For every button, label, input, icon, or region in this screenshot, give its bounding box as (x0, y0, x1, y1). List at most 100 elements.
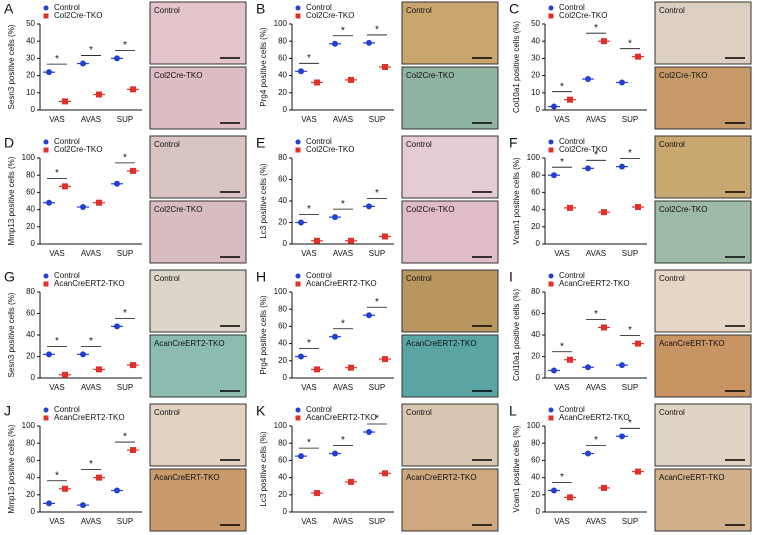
x-tick-label: AVAS (586, 249, 606, 258)
y-axis-label: Col10a1 positive cells (%) (512, 21, 521, 113)
y-tick-label: 60 (26, 309, 35, 318)
image-label: Control (406, 6, 432, 15)
y-axis-label: Prg4 positive cells (%) (259, 27, 268, 106)
data-point (567, 356, 573, 363)
micrograph (149, 269, 247, 333)
micrograph (149, 468, 247, 532)
micrograph (149, 66, 247, 130)
y-tick-label: 80 (531, 287, 540, 296)
data-point (62, 98, 68, 105)
image-label: Col2Cre-TKO (659, 205, 707, 214)
y-tick-label: 50 (26, 19, 35, 28)
y-tick-label: 80 (26, 170, 35, 179)
data-point (130, 447, 136, 454)
legend-marker (548, 281, 554, 287)
data-point (382, 64, 388, 70)
y-tick-label: 20 (278, 490, 287, 499)
data-point (348, 478, 354, 485)
y-tick-label: 40 (531, 205, 540, 214)
legend-marker (43, 139, 49, 145)
y-tick-label: 80 (278, 304, 287, 313)
data-point (585, 76, 591, 83)
data-point (585, 364, 591, 371)
x-tick-label: AVAS (586, 383, 606, 392)
micrograph (401, 334, 499, 398)
panel-letter: K (256, 403, 266, 419)
micrograph (654, 269, 752, 333)
data-point (314, 366, 320, 373)
legend-label: Control (559, 137, 585, 146)
x-tick-label: SUP (622, 383, 638, 392)
image-label: AcanCreERT2-TKO (406, 339, 477, 348)
y-tick-label: 20 (531, 352, 540, 361)
x-tick-label: SUP (369, 383, 385, 392)
y-tick-label: 0 (536, 373, 541, 382)
x-tick-label: VAS (49, 249, 64, 258)
data-point (114, 55, 120, 62)
y-tick-label: 20 (278, 88, 287, 97)
y-tick-label: 60 (531, 456, 540, 465)
y-tick-label: 20 (26, 71, 35, 80)
x-tick-label: VAS (301, 383, 316, 392)
y-axis-label: Lc3 positive cells (%) (259, 431, 268, 506)
y-tick-label: 20 (26, 490, 35, 499)
micrograph (654, 135, 752, 199)
micrograph (654, 200, 752, 264)
x-tick-label: SUP (117, 249, 133, 258)
legend-label: Col2Cre-TKO (54, 145, 102, 154)
significance-label: * (594, 150, 598, 161)
y-tick-label: 0 (283, 507, 288, 516)
y-tick-label: 100 (274, 287, 288, 296)
legend-marker (295, 139, 301, 145)
data-point (332, 333, 338, 340)
data-point (114, 323, 120, 330)
y-tick-label: 40 (26, 330, 35, 339)
legend-label: Col2Cre-TKO (559, 145, 607, 154)
legend-marker (295, 415, 301, 421)
x-tick-label: AVAS (333, 517, 353, 526)
x-tick-label: SUP (117, 115, 133, 124)
y-tick-label: 60 (278, 322, 287, 331)
legend-label: Control (559, 3, 585, 12)
image-label: Col2Cre-TKO (406, 71, 454, 80)
image-label: Control (659, 140, 685, 149)
y-tick-label: 0 (283, 239, 288, 248)
micrograph (401, 66, 499, 130)
y-tick-label: 60 (278, 456, 287, 465)
micrograph (149, 1, 247, 65)
legend-label: Control (559, 405, 585, 414)
y-tick-label: 40 (26, 36, 35, 45)
y-tick-label: 80 (26, 287, 35, 296)
micrograph (149, 403, 247, 467)
y-axis-label: Sesn3 positive cells (%) (7, 292, 16, 377)
significance-label: * (594, 309, 598, 320)
data-point (619, 433, 625, 440)
y-tick-label: 0 (31, 507, 36, 516)
significance-label: * (560, 81, 564, 92)
significance-label: * (341, 199, 345, 210)
data-point (62, 485, 68, 492)
image-label: Col2Cre-TKO (154, 71, 202, 80)
data-point (567, 96, 573, 103)
panel-letter: D (4, 135, 14, 151)
data-point (332, 40, 338, 47)
y-tick-label: 20 (531, 71, 540, 80)
legend-marker (548, 13, 554, 19)
micrograph (401, 135, 499, 199)
legend-marker (43, 273, 49, 279)
legend-marker (295, 281, 301, 287)
significance-label: * (560, 472, 564, 483)
panel-letter: C (509, 1, 519, 17)
micrograph (149, 334, 247, 398)
significance-label: * (55, 54, 59, 65)
x-tick-label: SUP (622, 115, 638, 124)
micrograph (401, 403, 499, 467)
y-tick-label: 40 (278, 339, 287, 348)
x-tick-label: SUP (622, 517, 638, 526)
x-tick-label: SUP (622, 249, 638, 258)
y-tick-label: 20 (26, 352, 35, 361)
y-tick-label: 40 (531, 330, 540, 339)
data-point (298, 453, 304, 460)
data-point (382, 356, 388, 363)
y-tick-label: 20 (531, 490, 540, 499)
